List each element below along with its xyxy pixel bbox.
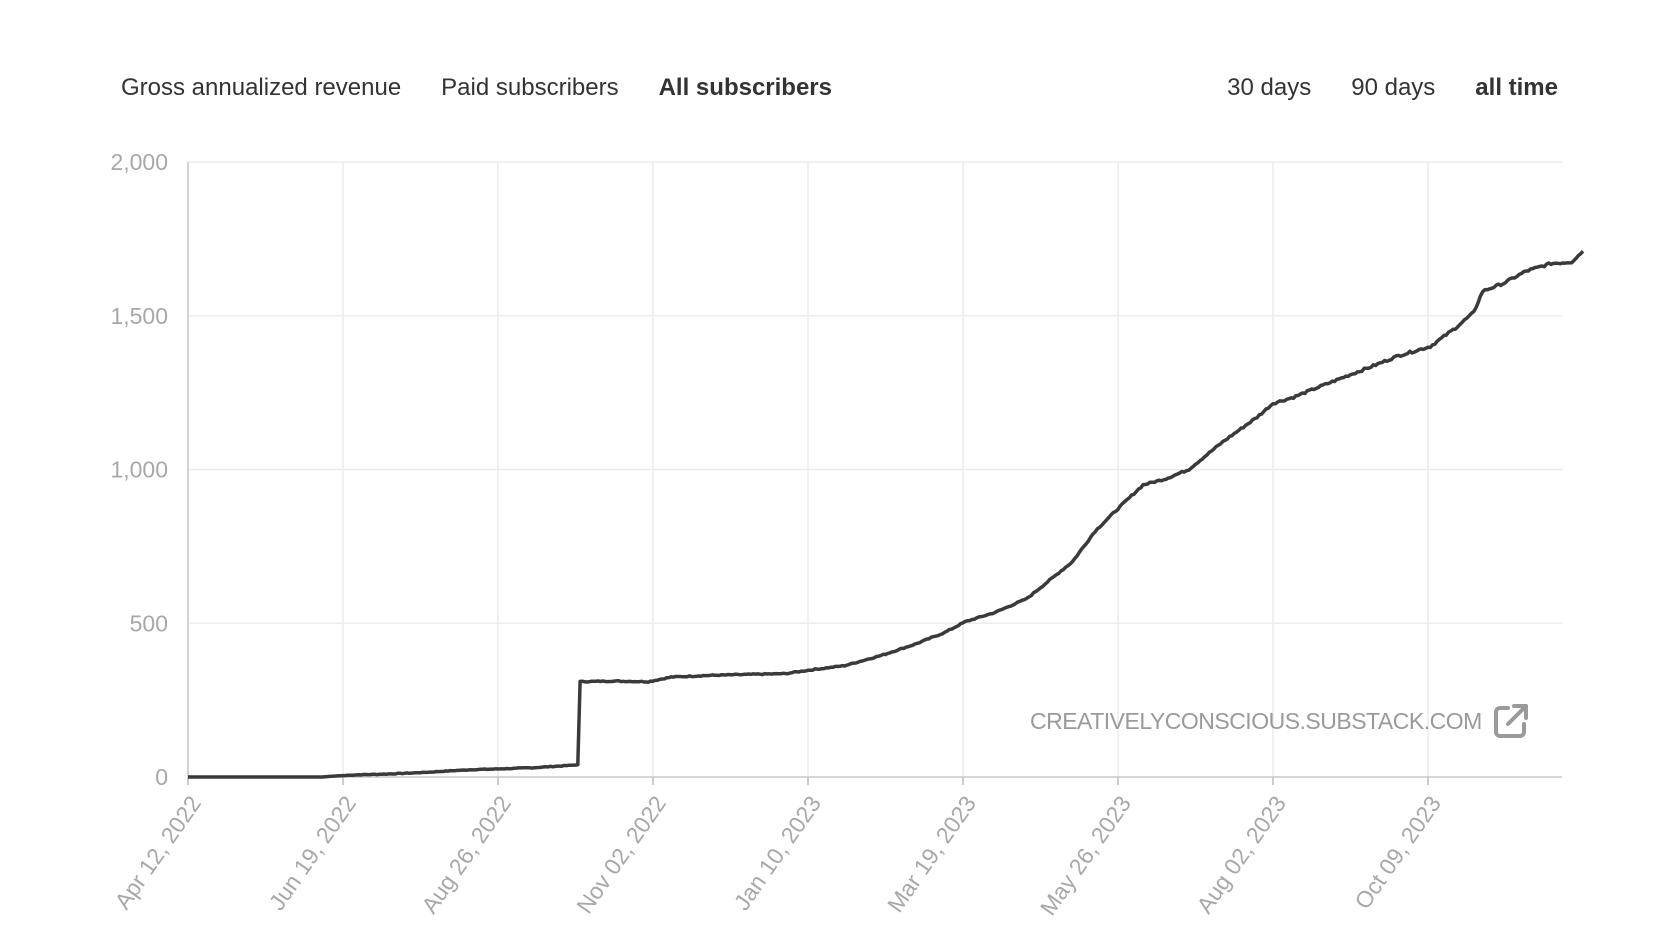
x-tick-label: Apr 12, 2022 (109, 791, 206, 914)
x-tick-label: Oct 09, 2023 (1349, 791, 1446, 914)
range-30-days[interactable]: 30 days (1227, 74, 1312, 101)
range-all-time[interactable]: all time (1475, 74, 1558, 101)
series-line (188, 250, 1585, 779)
x-tick-label: May 26, 2023 (1035, 791, 1136, 920)
range-90-days[interactable]: 90 days (1351, 74, 1436, 101)
metric-tabs: Gross annualized revenue Paid subscriber… (121, 74, 832, 102)
y-tick-label: 500 (130, 610, 168, 636)
tab-paid-subscribers[interactable]: Paid subscribers (441, 74, 619, 101)
x-tick-label: Aug 02, 2023 (1191, 791, 1291, 918)
x-tick-label: Mar 19, 2023 (882, 791, 981, 917)
external-link-icon (1492, 702, 1530, 740)
watermark-text: CREATIVELYCONSCIOUS.SUBSTACK.COM (1030, 707, 1482, 734)
x-tick-label: Jun 19, 2022 (264, 791, 362, 915)
y-tick-label: 1,500 (110, 303, 168, 329)
x-tick-label: Aug 26, 2022 (416, 791, 516, 918)
x-tick-label: Nov 02, 2022 (571, 791, 671, 918)
series-layer (188, 250, 1585, 779)
range-tabs: 30 days 90 days all time (1227, 74, 1558, 102)
y-tick-label: 1,000 (110, 457, 168, 483)
x-tick-label: Jan 10, 2023 (729, 791, 827, 915)
axis-layer: 0 500 1,000 1,500 2,000 Apr 12, 2022 Jun 19, 2… (109, 149, 1562, 920)
watermark-link[interactable]: CREATIVELYCONSCIOUS.SUBSTACK.COM (1030, 702, 1530, 740)
grid-layer (187, 161, 1562, 777)
y-tick-label: 0 (155, 764, 168, 790)
tab-gross-annualized-revenue[interactable]: Gross annualized revenue (121, 74, 402, 101)
y-tick-label: 2,000 (110, 149, 168, 175)
tab-all-subscribers[interactable]: All subscribers (658, 74, 832, 101)
